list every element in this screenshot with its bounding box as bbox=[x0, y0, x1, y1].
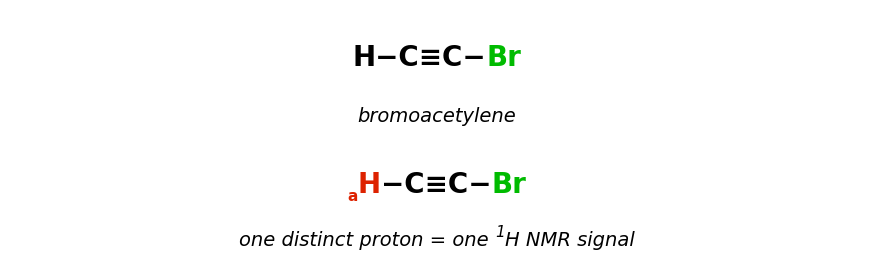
Text: H NMR signal: H NMR signal bbox=[505, 231, 635, 250]
Text: H−C≡C−: H−C≡C− bbox=[353, 44, 486, 72]
Text: Br: Br bbox=[486, 44, 521, 72]
Text: 1: 1 bbox=[496, 225, 505, 240]
Text: −C≡C−: −C≡C− bbox=[381, 171, 491, 199]
Text: bromoacetylene: bromoacetylene bbox=[357, 107, 517, 126]
Text: one distinct proton = one: one distinct proton = one bbox=[239, 231, 496, 250]
Text: a: a bbox=[348, 189, 358, 204]
Text: H: H bbox=[358, 171, 381, 199]
Text: Br: Br bbox=[491, 171, 526, 199]
